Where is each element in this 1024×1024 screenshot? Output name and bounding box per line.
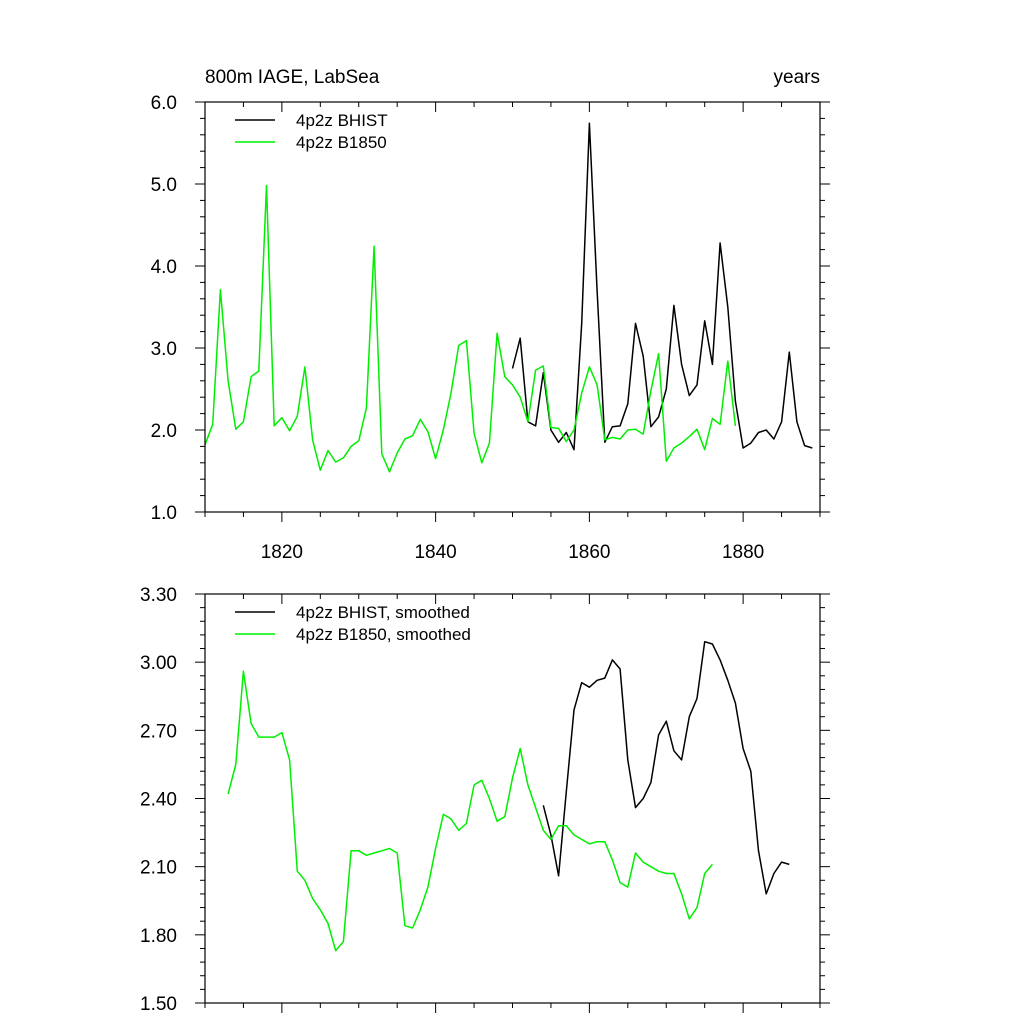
bottom-y-tick-label: 2.70 xyxy=(140,721,177,742)
bottom-y-tick-label: 1.50 xyxy=(140,994,177,1015)
top-y-tick-label: 3.0 xyxy=(151,339,177,360)
top-x-tick-label: 1860 xyxy=(568,542,610,563)
top-y-tick-label: 5.0 xyxy=(151,175,177,196)
top-y-tick-label: 4.0 xyxy=(151,257,177,278)
bottom-y-tick-label: 3.00 xyxy=(140,653,177,674)
top-x-tick-label: 1820 xyxy=(261,542,303,563)
top-y-tick-label: 1.0 xyxy=(151,503,177,524)
top-legend-label: 4p2z B1850 xyxy=(296,133,387,152)
top-y-tick-label: 6.0 xyxy=(151,93,177,114)
bottom-plot-frame xyxy=(204,593,821,1004)
bottom-series-line-bhist xyxy=(542,640,790,895)
top-chart-units: years xyxy=(774,67,820,88)
top-x-tick-label: 1840 xyxy=(414,542,456,563)
bottom-y-tick-label: 3.30 xyxy=(140,585,177,606)
top-ticks: 1820 1840 1860 1880 1.0 2.0 3.0 4.0 5.0 6.0 xyxy=(151,93,830,563)
top-series-line-b1850 xyxy=(204,184,737,473)
top-chart-title: 800m IAGE, LabSea xyxy=(205,67,380,88)
top-y-tick-label: 2.0 xyxy=(151,421,177,442)
top-series-lines xyxy=(204,122,813,473)
bottom-panel: 1.50 1.80 2.10 2.40 2.70 3.00 3.30 4p2z BHIST,… xyxy=(140,585,830,1015)
bottom-legend-label: 4p2z BHIST, smoothed xyxy=(296,603,470,622)
bottom-y-tick-label: 2.40 xyxy=(140,790,177,811)
bottom-series-lines xyxy=(227,640,790,952)
top-legend: 4p2z BHIST 4p2z B1850 xyxy=(235,111,388,152)
bottom-series-line-b1850 xyxy=(227,670,713,952)
bottom-legend: 4p2z BHIST, smoothed 4p2z B1850, smoothed xyxy=(235,603,471,644)
top-panel: 800m IAGE, LabSea years 1820 1840 1860 1880… xyxy=(151,67,830,563)
top-plot-frame xyxy=(204,101,821,513)
top-x-tick-label: 1880 xyxy=(722,542,764,563)
bottom-ticks: 1.50 1.80 2.10 2.40 2.70 3.00 3.30 xyxy=(140,585,830,1015)
bottom-legend-label: 4p2z B1850, smoothed xyxy=(296,625,471,644)
top-legend-label: 4p2z BHIST xyxy=(296,111,388,130)
bottom-y-tick-label: 2.10 xyxy=(140,858,177,879)
bottom-y-tick-label: 1.80 xyxy=(140,926,177,947)
